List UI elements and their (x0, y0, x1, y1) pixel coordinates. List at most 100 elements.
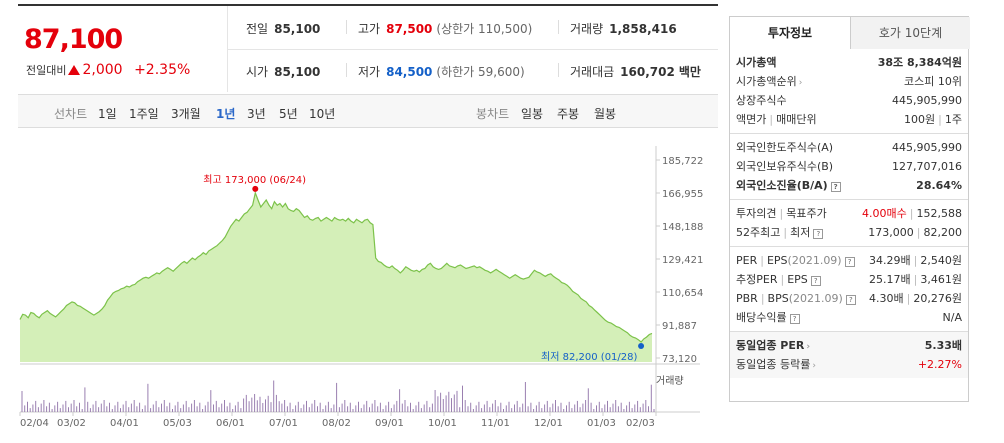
dividend: N/A (942, 311, 962, 324)
volume: 거래량 1,858,416 (570, 22, 677, 36)
help-icon[interactable]: ? (810, 276, 821, 286)
x-tick-label: 12/01 (534, 418, 563, 429)
rank: 코스피 10위 (904, 75, 962, 88)
y-tick-label: 110,654 (662, 288, 703, 299)
candle-chart-label: 봉차트 (476, 107, 510, 121)
price-chart: 185,722 166,955 148,188 129,421 110,654 91,88… (19, 146, 703, 429)
period-5y[interactable]: 5년 (279, 107, 298, 121)
chevron-right-icon: › (798, 78, 803, 88)
tab-invest-info[interactable]: 투자정보 (730, 17, 850, 49)
period-3m[interactable]: 3개월 (171, 107, 201, 121)
price-info-grid: 전일 85,100 고가 87,500 (상한가 110,500) 거래량 1,858,… (228, 6, 718, 92)
per-eps-label: PER | EPS(2021.09)? (736, 251, 855, 270)
period-1d[interactable]: 1일 (98, 107, 117, 121)
week52-values: 173,000 | 82,200 (868, 226, 962, 239)
industry-per: 5.33배 (924, 339, 962, 352)
section-foreign: 외국인한도주식수(A) 445,905,990 외국인보유주식수(B) 127,70… (730, 134, 968, 200)
market-cap-label: 시가총액 (736, 56, 777, 69)
period-1y[interactable]: 1년 (216, 107, 236, 121)
x-tick-label: 02/03 (626, 418, 655, 429)
y-tick-label: 129,421 (662, 255, 703, 266)
x-tick-label: 06/01 (216, 418, 245, 429)
up-triangle-icon (68, 65, 81, 75)
y-tick-label: 148,188 (662, 222, 703, 233)
par-unit-label: 액면가 | 매매단위 (736, 113, 817, 126)
trade-amount: 거래대금 160,702 백만 (570, 65, 701, 79)
x-tick-label: 01/03 (587, 418, 616, 429)
x-tick-label: 11/01 (481, 418, 510, 429)
info-row-1: 전일 85,100 고가 87,500 (상한가 110,500) 거래량 1,858,… (228, 6, 718, 49)
dividend-label: 배당수익률? (736, 308, 800, 327)
period-10y[interactable]: 10년 (309, 107, 336, 121)
week52-label: 52주최고 | 최저? (736, 223, 824, 242)
change-percent: +2.35% (134, 62, 191, 78)
industry-change: +2.27% (917, 358, 962, 371)
current-price: 87,100 (24, 24, 123, 55)
x-tick-label: 09/01 (375, 418, 404, 429)
y-tick-label: 185,722 (662, 156, 703, 167)
x-tick-label: 08/02 (322, 418, 351, 429)
par-unit: 100원 | 1주 (904, 113, 962, 126)
pbr-bps: 4.30배 | 20,276원 (869, 292, 962, 305)
help-icon[interactable]: ? (845, 295, 856, 305)
industry-change-label[interactable]: 동일업종 등락률 › (736, 358, 816, 371)
candle-weekly[interactable]: 주봉 (557, 107, 580, 121)
shares-label: 상장주식수 (736, 94, 787, 107)
period-3y[interactable]: 3년 (247, 107, 266, 121)
x-tick-label: 10/01 (428, 418, 457, 429)
price-line (19, 190, 653, 343)
section-opinion: 투자의견 | 목표주가 4.00매수 | 152,588 52주최고 | 최저? 173,000… (730, 200, 968, 247)
price-change: 전일대비 2,000 +2.35% (26, 62, 190, 78)
low-marker (638, 343, 645, 350)
x-tick-label: 03/02 (57, 418, 86, 429)
price-box: 87,100 전일대비 2,000 +2.35% (18, 6, 228, 92)
change-label: 전일대비 (26, 64, 67, 77)
foreign-ratio: 28.64% (916, 179, 962, 192)
candle-monthly[interactable]: 월봉 (594, 107, 617, 121)
open-price: 시가 85,100 (246, 65, 321, 79)
pbr-bps-label: PBR | BPS(2021.09)? (736, 289, 856, 308)
y-tick-label: 166,955 (662, 189, 703, 200)
shares: 445,905,990 (892, 94, 962, 107)
help-icon[interactable]: ? (789, 314, 800, 324)
section-market: 시가총액 38조 8,384억원 시가총액순위 › 코스피 10위 상장주식수 445,… (730, 49, 968, 134)
invest-info-panel: 투자정보 호가 10단계 시가총액 38조 8,384억원 시가총액순위 › 코스피 … (729, 16, 970, 402)
tab-quote-10[interactable]: 호가 10단계 (850, 17, 970, 49)
market-cap: 38조 8,384억원 (877, 56, 962, 69)
foreign-hold-label: 외국인보유주식수(B) (736, 160, 834, 173)
x-tick-label: 02/04 (20, 418, 49, 429)
opinion-label: 투자의견 | 목표주가 (736, 207, 827, 220)
section-valuation: PER | EPS(2021.09)? 34.29배 | 2,540원 추정PER | EPS… (730, 247, 968, 332)
stock-summary-area: 87,100 전일대비 2,000 +2.35% 전일 85,100 고가 87,50… (18, 4, 718, 443)
foreign-limit: 445,905,990 (892, 141, 962, 154)
period-1w[interactable]: 1주일 (129, 107, 159, 121)
foreign-hold: 127,707,016 (892, 160, 962, 173)
est-per-label: 추정PER | EPS? (736, 270, 821, 289)
help-icon[interactable]: ? (830, 182, 841, 192)
y-tick-label: 73,120 (662, 354, 697, 365)
help-icon[interactable]: ? (813, 229, 824, 239)
high-price: 고가 87,500 (상한가 110,500) (358, 22, 533, 36)
per-eps: 34.29배 | 2,540원 (869, 254, 962, 267)
volume-legend: 거래량 (656, 376, 684, 387)
help-icon[interactable]: ? (844, 257, 855, 267)
low-annotation: 최저 82,200 (01/28) (541, 351, 637, 363)
x-tick-label: 04/01 (110, 418, 139, 429)
change-value: 2,000 (82, 62, 123, 78)
period-bar: 선차트 1일 1주일 3개월 1년 3년 5년 10년 봉차트 일봉 주봉 월봉 (18, 94, 718, 128)
x-tick-label: 07/01 (269, 418, 298, 429)
section-industry: 동일업종 PER › 5.33배 동일업종 등락률 › +2.27% (730, 332, 968, 378)
line-chart-label: 선차트 (54, 107, 88, 121)
opinion-target: 4.00매수 | 152,588 (862, 207, 962, 220)
price-area-fill (20, 192, 652, 362)
rank-label[interactable]: 시가총액순위 › (736, 75, 803, 88)
x-tick-label: 05/03 (163, 418, 192, 429)
low-price: 저가 84,500 (하한가 59,600) (358, 65, 525, 79)
prev-close: 전일 85,100 (246, 22, 321, 36)
info-row-2: 시가 85,100 저가 84,500 (하한가 59,600) 거래대금 160,70… (228, 49, 718, 92)
industry-per-label[interactable]: 동일업종 PER › (736, 339, 811, 352)
chevron-right-icon: › (806, 342, 811, 352)
est-per-eps: 25.17배 | 3,461원 (869, 273, 962, 286)
foreign-limit-label: 외국인한도주식수(A) (736, 141, 834, 154)
candle-daily[interactable]: 일봉 (521, 107, 544, 121)
